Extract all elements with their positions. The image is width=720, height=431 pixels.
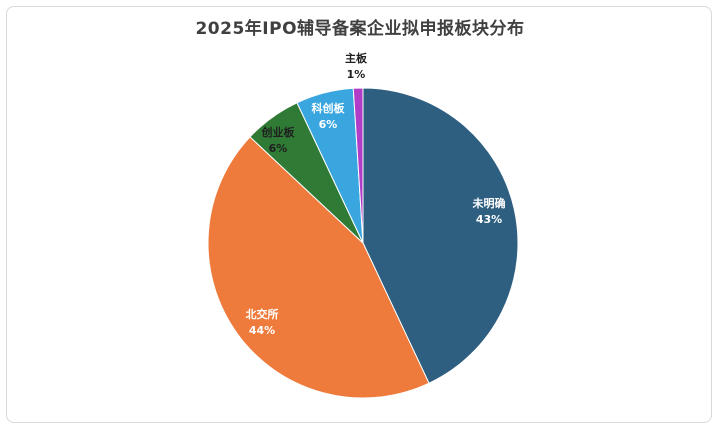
slice-value-label-2: 6% (269, 142, 288, 155)
slice-value-label-1: 44% (249, 324, 275, 337)
pie-slice-1 (207, 136, 430, 399)
slice-label-1: 北交所 (246, 307, 279, 321)
slice-value-label-3: 6% (319, 118, 338, 131)
slice-label-3: 科创板 (312, 101, 346, 115)
pie-slice-0 (362, 87, 519, 384)
slice-label-4: 主板 (345, 51, 368, 65)
chart-title: 2025年IPO辅导备案企业拟申报板块分布 (195, 19, 525, 39)
slice-value-label-4: 1% (347, 68, 366, 81)
slice-label-0: 未明确 (472, 196, 506, 210)
slice-label-2: 创业板 (261, 125, 296, 139)
pie-slice-4 (352, 87, 364, 244)
slice-value-label-0: 43% (476, 213, 502, 226)
